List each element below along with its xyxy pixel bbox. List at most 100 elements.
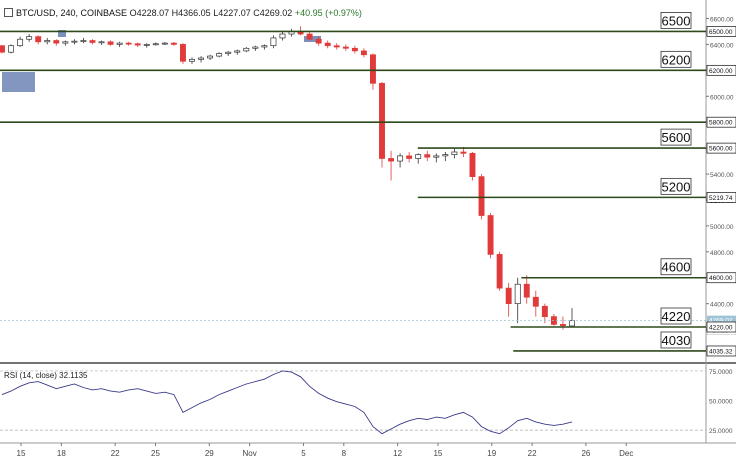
- candle-body[interactable]: [270, 37, 277, 47]
- candle-body[interactable]: [125, 42, 132, 45]
- x-tick-label: 19: [487, 449, 496, 458]
- candle-body[interactable]: [62, 41, 69, 44]
- candle-body[interactable]: [460, 151, 467, 154]
- candle-body[interactable]: [234, 50, 241, 53]
- candle-body[interactable]: [442, 154, 449, 157]
- level-label: 5600: [662, 130, 691, 145]
- candle-body[interactable]: [44, 40, 51, 43]
- price-tick-label: 6400.00: [710, 42, 734, 49]
- candle-body[interactable]: [17, 38, 24, 47]
- rsi-series-line[interactable]: [1, 370, 573, 435]
- candle-body[interactable]: [342, 46, 349, 49]
- x-tick-label: Dec: [619, 449, 633, 458]
- current-price-tag: [707, 315, 736, 325]
- candle-body[interactable]: [469, 152, 476, 177]
- candle-body[interactable]: [225, 51, 232, 54]
- candle-body[interactable]: [560, 324, 566, 327]
- candle-body[interactable]: [53, 40, 60, 44]
- candle-body[interactable]: [98, 41, 105, 44]
- candle-body[interactable]: [315, 38, 322, 44]
- symbol-title: BTC/USD, 240, COINBASE: [16, 8, 128, 18]
- level-label-box: [660, 128, 692, 146]
- rsi-tick-label: 75.0000: [709, 369, 733, 376]
- candle-body[interactable]: [116, 42, 123, 45]
- candle-body[interactable]: [252, 46, 259, 49]
- candle-body[interactable]: [351, 47, 358, 52]
- candle-body[interactable]: [424, 154, 431, 158]
- candle-body[interactable]: [180, 44, 186, 62]
- x-tick-label: 25: [151, 449, 160, 458]
- candle-body[interactable]: [207, 55, 214, 59]
- candle-body[interactable]: [89, 40, 96, 43]
- candle-body[interactable]: [324, 42, 331, 47]
- candle-body[interactable]: [433, 155, 440, 158]
- level-axis-tag: [706, 321, 736, 333]
- candle-body[interactable]: [360, 50, 367, 56]
- candle-body[interactable]: [478, 176, 485, 216]
- candle-body[interactable]: [514, 283, 521, 305]
- candle-body[interactable]: [279, 33, 286, 39]
- level-label: 6200: [662, 52, 691, 67]
- x-tick-label: 8: [342, 449, 347, 458]
- level-label-box: [660, 307, 692, 325]
- x-tick-label: 26: [581, 449, 590, 458]
- collapse-square-icon[interactable]: [4, 8, 13, 17]
- candle-body[interactable]: [569, 320, 575, 327]
- level-label-box: [660, 50, 692, 68]
- level-label-box: [660, 331, 692, 349]
- level-axis-value: 5219.74: [709, 195, 733, 202]
- candle-body[interactable]: [0, 45, 5, 53]
- level-axis-value: 4220.00: [709, 325, 733, 332]
- candle-body[interactable]: [523, 283, 530, 298]
- symbol-header: BTC/USD, 240, COINBASE O4228.07 H4366.05…: [4, 8, 362, 18]
- level-axis-value: 6200.00: [709, 68, 733, 75]
- candle-body[interactable]: [388, 158, 394, 162]
- candle-body[interactable]: [451, 151, 458, 155]
- high-value: 4366.05: [178, 8, 211, 18]
- candle-body[interactable]: [532, 296, 539, 307]
- candle-body[interactable]: [143, 44, 150, 46]
- candle-body[interactable]: [80, 40, 87, 42]
- candle-body[interactable]: [333, 45, 340, 48]
- price-tick-label: 4400.00: [710, 302, 734, 309]
- candle-body[interactable]: [397, 155, 404, 162]
- level-axis-tag: [706, 26, 736, 37]
- level-label-box: [660, 177, 692, 195]
- candle-body[interactable]: [370, 54, 376, 84]
- candle-body[interactable]: [152, 43, 159, 46]
- price-tick-label: 6000.00: [710, 94, 734, 101]
- x-tick-label: 22: [111, 449, 120, 458]
- candle-body[interactable]: [306, 33, 313, 40]
- level-axis-tag: [706, 64, 736, 76]
- x-tick-label: 29: [205, 449, 214, 458]
- candle-body[interactable]: [415, 154, 422, 159]
- candle-body[interactable]: [487, 215, 494, 255]
- candle-body[interactable]: [35, 36, 42, 43]
- candle-body[interactable]: [8, 45, 14, 53]
- candle-body[interactable]: [379, 82, 385, 159]
- candle-body[interactable]: [189, 58, 195, 62]
- candle-body[interactable]: [134, 43, 141, 46]
- candle-body[interactable]: [107, 41, 114, 45]
- candle-body[interactable]: [541, 305, 548, 317]
- x-tick-label: 18: [57, 449, 66, 458]
- candle-body[interactable]: [198, 57, 204, 60]
- candle-body[interactable]: [406, 155, 413, 159]
- level-axis-value: 5600.00: [709, 146, 733, 153]
- level-label: 6500: [662, 13, 691, 28]
- level-axis-tag: [706, 192, 736, 203]
- candle-body[interactable]: [496, 254, 503, 289]
- candle-body[interactable]: [161, 42, 168, 45]
- candle-body[interactable]: [243, 47, 250, 52]
- candle-body[interactable]: [216, 53, 223, 57]
- level-label-box: [660, 258, 692, 276]
- candle-body[interactable]: [71, 40, 78, 43]
- candle-body[interactable]: [26, 36, 33, 40]
- rsi-label: RSI (14, close): [4, 371, 57, 380]
- candle-body[interactable]: [170, 42, 177, 45]
- candle-body[interactable]: [261, 45, 268, 48]
- level-axis-tag: [706, 345, 736, 357]
- candle-body[interactable]: [505, 287, 512, 305]
